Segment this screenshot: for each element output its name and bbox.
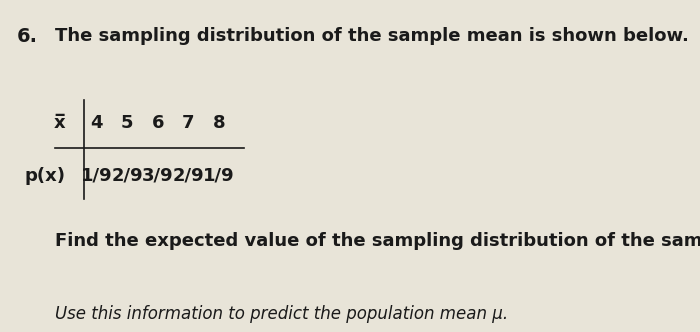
Text: The sampling distribution of the sample mean is shown below.: The sampling distribution of the sample … [55, 27, 689, 44]
Text: Use this information to predict the population mean μ.: Use this information to predict the popu… [55, 305, 508, 323]
Text: 2/9: 2/9 [111, 167, 143, 185]
Text: 6.: 6. [17, 27, 38, 45]
Text: 5: 5 [121, 114, 134, 132]
Text: 2/9: 2/9 [173, 167, 204, 185]
Text: 1/9: 1/9 [81, 167, 113, 185]
Text: Find the expected value of the sampling distribution of the sample mean.: Find the expected value of the sampling … [55, 232, 700, 250]
Text: p(x): p(x) [25, 167, 66, 185]
Text: 4: 4 [90, 114, 103, 132]
Text: 3/9: 3/9 [142, 167, 174, 185]
Text: 6: 6 [152, 114, 164, 132]
Text: 7: 7 [182, 114, 195, 132]
Text: 8: 8 [213, 114, 225, 132]
Text: 1/9: 1/9 [203, 167, 235, 185]
Text: x̅: x̅ [54, 114, 66, 132]
